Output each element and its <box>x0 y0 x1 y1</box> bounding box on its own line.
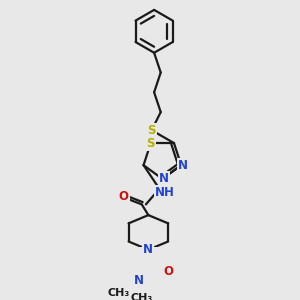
Text: O: O <box>163 266 173 278</box>
Text: O: O <box>118 190 129 203</box>
Text: N: N <box>159 172 169 185</box>
Text: NH: NH <box>155 185 175 199</box>
Text: CH₃: CH₃ <box>108 288 130 298</box>
Text: S: S <box>146 136 155 150</box>
Text: S: S <box>147 124 156 137</box>
Text: N: N <box>143 243 153 256</box>
Text: N: N <box>178 159 188 172</box>
Text: N: N <box>134 274 143 287</box>
Text: CH₃: CH₃ <box>130 293 153 300</box>
